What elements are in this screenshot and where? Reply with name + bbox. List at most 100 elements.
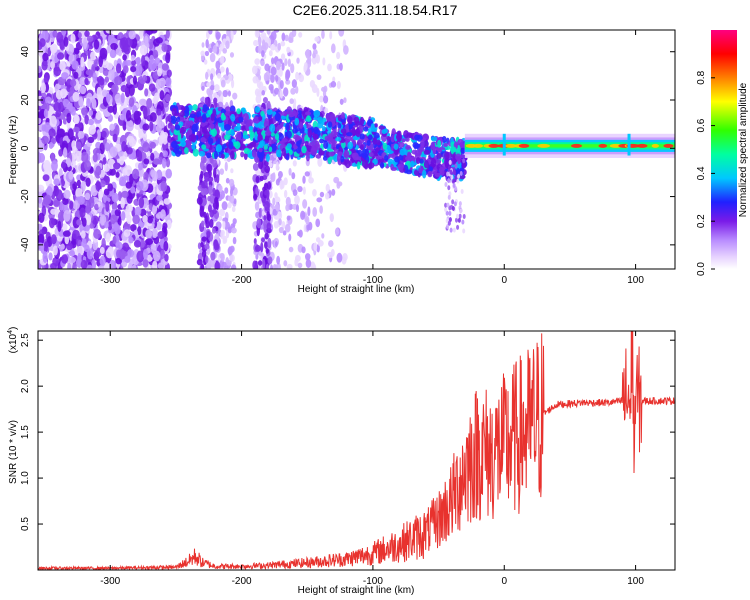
heatmap-cell (327, 133, 334, 142)
heatmap-cell (227, 74, 233, 82)
x-tick-label: 0 (501, 576, 507, 587)
heatmap-cell (445, 218, 449, 224)
colorbar-tick-label: 0.0 (696, 262, 707, 276)
heatmap-cell (273, 221, 279, 229)
heatmap-cell (130, 54, 135, 62)
heatmap-cell (281, 147, 286, 157)
heatmap-cell (283, 87, 289, 97)
heatmap-cell (130, 224, 137, 232)
heatmap-cell (313, 126, 319, 134)
heatmap-cell (444, 157, 450, 167)
heatmap-cell (347, 116, 353, 125)
x-tick-label: -100 (363, 275, 383, 286)
heatmap-cell (405, 144, 412, 151)
heatmap-cell (127, 249, 135, 258)
heatmap-cell (376, 139, 381, 146)
heatmap-cell (432, 146, 437, 155)
heatmap-cell (325, 192, 330, 200)
heatmap-cell (156, 108, 162, 116)
heatmap-cell (227, 195, 232, 201)
heatmap-cell (256, 79, 261, 89)
heatmap-cell (191, 144, 196, 150)
heatmap-cell (336, 153, 341, 163)
heatmap-cell (205, 71, 209, 80)
heatmap-cell (222, 89, 229, 98)
heatmap-cell (69, 250, 76, 257)
heatmap-cell (240, 151, 245, 158)
heatmap-cell (105, 200, 110, 213)
heatmap-cell (258, 207, 262, 219)
heatmap-cell (43, 241, 48, 253)
heatmap-cell (252, 162, 259, 171)
heatmap-cell (307, 206, 311, 217)
heatmap-cell (423, 160, 429, 169)
y-tick-label: 40 (20, 46, 31, 58)
heatmap-cell (85, 177, 91, 187)
heatmap-cell (266, 100, 271, 112)
x-tick-label: 100 (627, 576, 644, 587)
heatmap-cell (57, 211, 66, 222)
heatmap-cell (80, 230, 86, 239)
heatmap-cell (134, 206, 142, 216)
heatmap-cell (457, 217, 461, 223)
heatmap-cell (264, 134, 270, 143)
heatmap-cell (455, 217, 459, 223)
snr-x-ticks: -300 -200 -100 0 100 (100, 331, 644, 587)
heatmap-cell (99, 255, 106, 267)
heatmap-cell (282, 230, 287, 236)
heatmap-cell (78, 96, 84, 107)
heatmap-cell (437, 139, 442, 148)
heatmap-cell (220, 230, 225, 240)
heatmap-cell (42, 251, 48, 264)
heatmap-cell (263, 144, 268, 150)
heatmap-cell (196, 196, 203, 205)
heatmap-cell (224, 161, 228, 172)
heatmap-cell (79, 77, 86, 86)
heatmap-cell (284, 223, 291, 233)
heatmap-cell (636, 143, 648, 148)
heatmap-cell (124, 255, 131, 263)
heatmap-cell (339, 98, 344, 105)
heatmap-cell (291, 30, 297, 38)
heatmap-cell (128, 97, 135, 108)
heatmap-cell (275, 126, 280, 132)
heatmap-cell (179, 110, 185, 118)
heatmap-cell (264, 200, 270, 212)
heatmap-cell (356, 161, 361, 170)
heatmap-cell (75, 150, 82, 162)
heatmap-cell (343, 45, 349, 55)
heatmap-cell (58, 168, 63, 178)
heatmap-cell (118, 249, 126, 260)
heatmap-cell (290, 63, 295, 74)
heatmap-cell (458, 201, 462, 207)
heatmap-cell (166, 219, 172, 230)
heatmap-cell (304, 171, 310, 177)
heatmap-cell (211, 227, 216, 234)
heatmap-cell (257, 36, 262, 46)
heatmap-cell (72, 229, 80, 240)
heatmap-cell (38, 117, 42, 125)
heatmap-cell (447, 194, 451, 200)
heatmap-cell (77, 130, 85, 139)
heatmap-cell (148, 83, 156, 92)
heatmap-cell (56, 52, 65, 60)
heatmap-cell (139, 208, 147, 217)
heatmap-cell (67, 128, 74, 140)
heatmap-cell (161, 63, 169, 71)
heatmap-cell (270, 86, 274, 94)
heatmap-cell (112, 103, 117, 115)
heatmap-cell (261, 90, 266, 96)
heatmap-cell (351, 153, 356, 158)
heatmap-cell (420, 139, 425, 149)
heatmap-cell (340, 155, 345, 163)
heatmap-cell (204, 97, 209, 105)
heatmap-cell (84, 160, 92, 171)
heatmap-cell (105, 30, 114, 34)
heatmap-cell (209, 156, 214, 164)
heatmap-cell (297, 113, 302, 119)
heatmap-cell (336, 181, 341, 189)
heatmap-cell (321, 233, 325, 239)
heatmap-cell (258, 159, 264, 170)
heatmap-cell (50, 262, 57, 269)
heatmap-cell (84, 77, 89, 85)
